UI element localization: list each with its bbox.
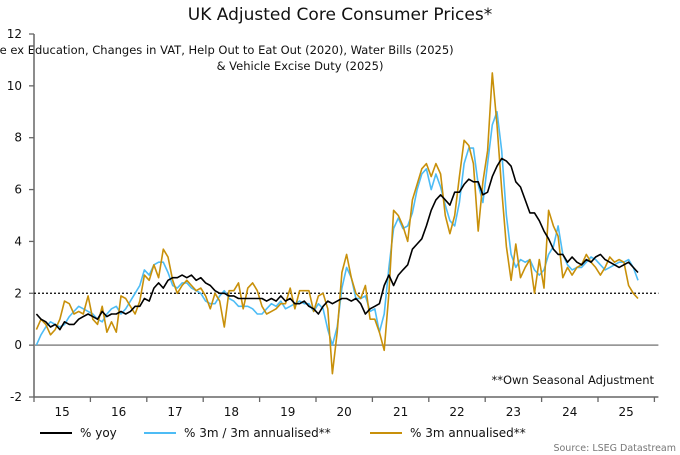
- legend-label: % 3m annualised**: [410, 426, 526, 440]
- series-line-0: [35, 157, 639, 331]
- x-tick-label: 15: [55, 405, 70, 419]
- y-tick-label: 4: [14, 234, 22, 248]
- x-tick-label: 18: [224, 405, 239, 419]
- y-tick-label: 0: [14, 338, 22, 352]
- footnote: **Own Seasonal Adjustment: [491, 373, 654, 387]
- y-tick-label: -2: [10, 390, 22, 404]
- x-tick-label: 25: [619, 405, 634, 419]
- x-tick-label: 23: [506, 405, 521, 419]
- y-tick-label: 10: [7, 79, 22, 93]
- x-tick-label: 20: [337, 405, 352, 419]
- y-tick-label: 2: [14, 286, 22, 300]
- x-tick-label: 17: [167, 405, 182, 419]
- legend-label: % yoy: [80, 426, 117, 440]
- chart-title: UK Adjusted Core Consumer Prices*: [188, 5, 492, 25]
- source-label: Source: LSEG Datastream: [553, 443, 676, 454]
- x-tick-label: 21: [393, 405, 408, 419]
- x-tick-label: 16: [111, 405, 126, 419]
- series-line-2: [35, 72, 639, 375]
- chart-note-2: & Vehicle Excise Duty (2025): [217, 59, 384, 73]
- chart-note: *Core ex Education, Changes in VAT, Help…: [0, 43, 454, 57]
- x-tick-label: 19: [280, 405, 295, 419]
- legend-label: % 3m / 3m annualised**: [184, 426, 331, 440]
- x-tick-label: 22: [449, 405, 464, 419]
- y-tick-label: 6: [14, 183, 22, 197]
- x-tick-label: 24: [562, 405, 577, 419]
- y-tick-label: 8: [14, 131, 22, 145]
- y-tick-label: 12: [7, 27, 22, 41]
